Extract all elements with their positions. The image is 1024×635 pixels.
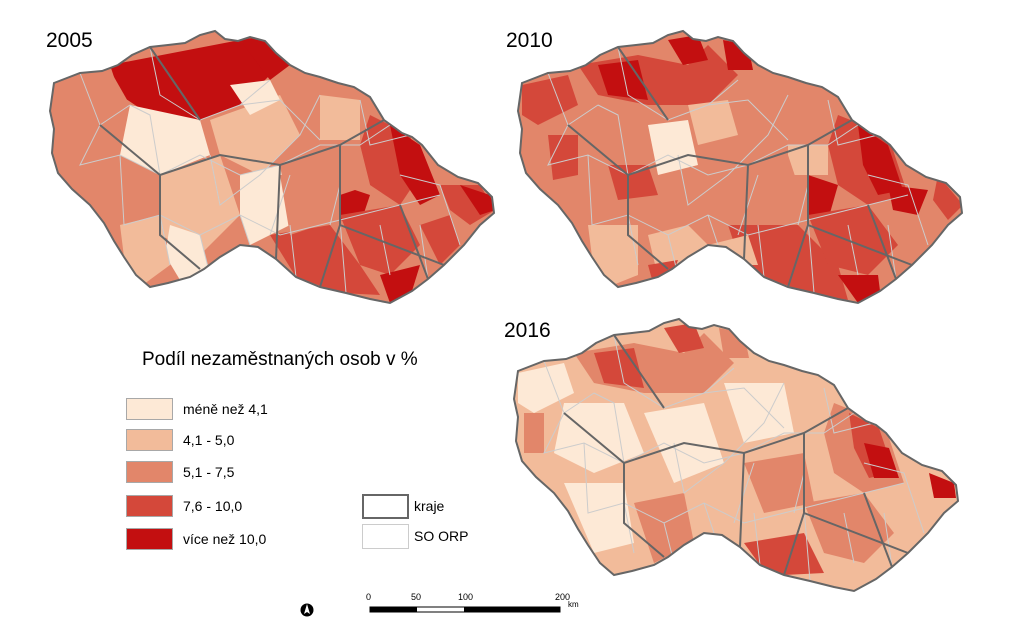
legend-title: Podíl nezaměstnaných osob v % <box>142 349 418 370</box>
legend-item-2: 4,1 - 5,0 <box>126 428 234 452</box>
boundary-legend-orp: SO ORP <box>362 522 468 550</box>
legend-item-5: více než 10,0 <box>126 527 266 551</box>
map-year-2016: 2016 <box>504 319 551 342</box>
legend-item-4: 7,6 - 10,0 <box>126 494 242 518</box>
scale-unit: km <box>568 600 579 609</box>
map-2016 <box>512 317 960 593</box>
map-2005 <box>48 29 496 305</box>
legend-swatch-4 <box>126 495 173 517</box>
boundary-swatch-orp <box>362 523 409 549</box>
legend-swatch-2 <box>126 429 173 451</box>
legend-swatch-1 <box>126 398 173 420</box>
scale-tick-200: 200 <box>555 592 571 602</box>
boundary-legend-kraje: kraje <box>362 492 444 520</box>
legend-swatch-5 <box>126 528 173 550</box>
scale-bar: 0 50 100 200 km <box>362 592 582 622</box>
scale-tick-50: 50 <box>411 592 422 602</box>
legend-label-2: 4,1 - 5,0 <box>183 432 235 448</box>
legend-label-5: více než 10,0 <box>183 531 267 547</box>
boundary-label-orp: SO ORP <box>414 528 469 544</box>
legend-label-1: méně než 4,1 <box>183 401 268 417</box>
legend-label-3: 5,1 - 7,5 <box>183 464 235 480</box>
legend-item-3: 5,1 - 7,5 <box>126 460 234 484</box>
map-year-2005: 2005 <box>46 29 93 52</box>
map-2010 <box>516 29 964 305</box>
legend-item-1: méně než 4,1 <box>126 397 268 421</box>
legend-label-4: 7,6 - 10,0 <box>183 498 243 514</box>
scale-tick-100: 100 <box>458 592 474 602</box>
map-year-2010: 2010 <box>506 29 553 52</box>
boundary-swatch-kraje <box>362 493 409 519</box>
north-arrow-icon <box>300 603 314 617</box>
scale-bar-graphic <box>369 606 561 613</box>
boundary-label-kraje: kraje <box>414 498 445 514</box>
scale-tick-0: 0 <box>366 592 372 602</box>
legend-swatch-3 <box>126 461 173 483</box>
